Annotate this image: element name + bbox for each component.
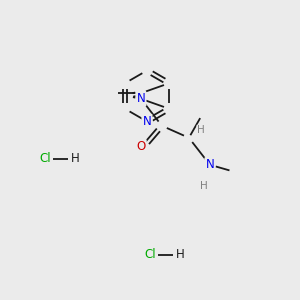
Text: H: H	[176, 248, 184, 262]
Text: H: H	[70, 152, 80, 166]
Text: O: O	[136, 140, 146, 153]
Text: Cl: Cl	[144, 248, 156, 262]
Text: N: N	[136, 92, 145, 105]
Text: Cl: Cl	[39, 152, 51, 166]
Text: H: H	[200, 181, 208, 191]
Text: H: H	[197, 125, 205, 135]
Text: N: N	[206, 158, 214, 171]
Text: N: N	[142, 115, 152, 128]
